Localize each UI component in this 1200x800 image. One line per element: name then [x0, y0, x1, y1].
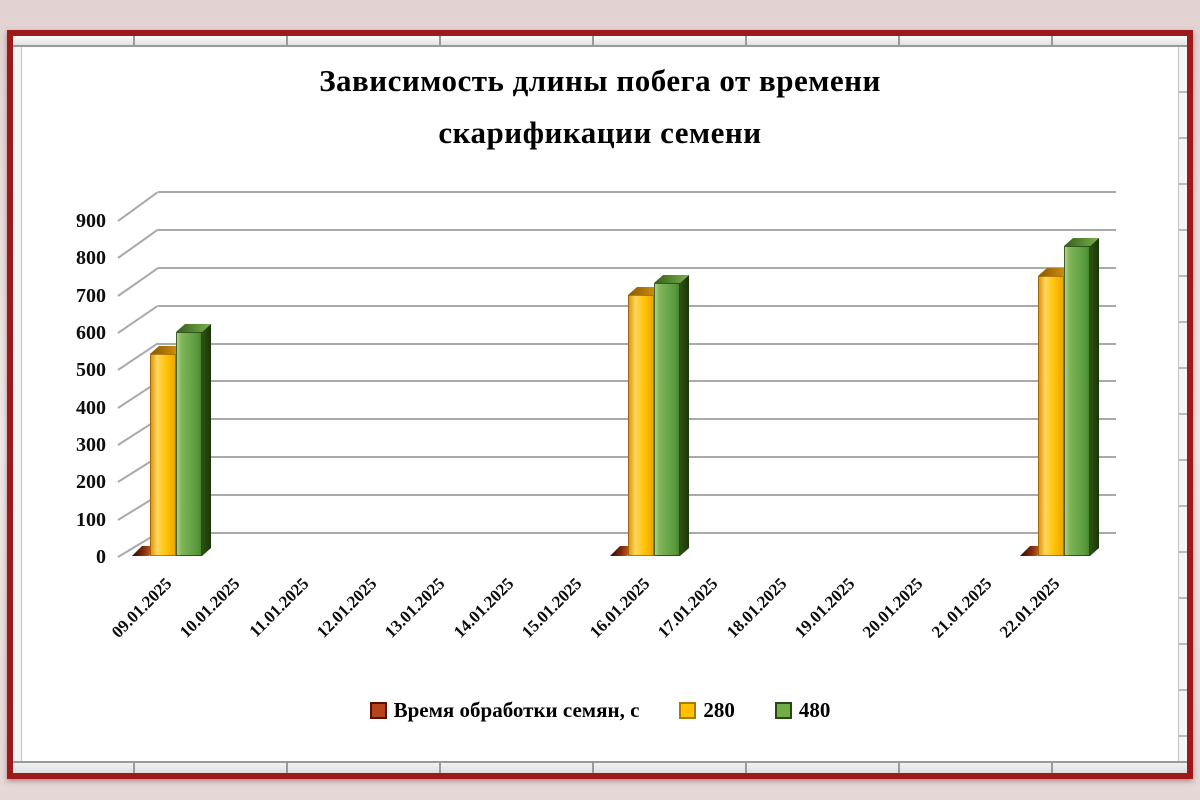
- chart-legend: Время обработки семян, с 280 480: [0, 698, 1200, 723]
- legend-label-series-480: 480: [798, 698, 831, 722]
- bar-column-series-2: [654, 275, 689, 556]
- bar-wedge-series-time: [132, 546, 159, 556]
- gridline-y-800: [158, 228, 1116, 231]
- chart-title-line-2: скарификации семени: [438, 115, 762, 150]
- bar-front-face: [654, 283, 680, 556]
- y-axis-label-700: 700: [76, 284, 106, 307]
- bar-top-face: [1064, 238, 1099, 246]
- legend-item-series-480: 480: [774, 698, 831, 723]
- chart-title: Зависимость длины побега от времени скар…: [0, 55, 1200, 159]
- y-axis-label-100: 100: [76, 508, 106, 531]
- bar-top-face: [150, 346, 185, 354]
- y-axis-label-0: 0: [96, 546, 106, 568]
- bar-side-face: [680, 275, 689, 556]
- y-axis-label-600: 600: [76, 322, 106, 345]
- y-axis-label-300: 300: [76, 434, 106, 456]
- legend-swatch-series-280: [679, 702, 697, 719]
- worksheet-cells-left-strip: [13, 47, 22, 761]
- y-axis-label-900: 900: [76, 210, 106, 233]
- worksheet-cells-right-strip: [1178, 47, 1187, 761]
- gridline-y-900: [158, 190, 1116, 193]
- legend-label-series-280: 280: [703, 698, 735, 722]
- y-axis-label-500: 500: [76, 359, 106, 382]
- legend-label-series-time: Время обработки семян, с: [393, 698, 640, 722]
- y-axis-label-200: 200: [76, 471, 106, 494]
- bar-top-face: [654, 275, 689, 283]
- legend-swatch-series-time: [369, 702, 387, 719]
- legend-item-series-time: Время обработки семян, с: [369, 698, 640, 723]
- bar-wedge-series-time: [1020, 546, 1047, 556]
- bar-front-face: [150, 354, 176, 556]
- bar-front-face: [176, 332, 202, 556]
- bar-front-face: [1064, 246, 1090, 556]
- worksheet-cells-bottom-strip: [13, 761, 1187, 773]
- bar-side-face: [1090, 238, 1099, 556]
- bar-top-face: [628, 287, 663, 295]
- bar-top-face: [1038, 268, 1073, 276]
- bar-column-series-2: [176, 324, 211, 556]
- chart-title-line-1: Зависимость длины побега от времени: [319, 63, 881, 98]
- legend-swatch-series-480: [774, 702, 792, 719]
- bar-front-face: [628, 295, 654, 556]
- y-axis-label-800: 800: [76, 247, 106, 270]
- y-axis-label-400: 400: [76, 396, 106, 419]
- legend-item-series-280: 280: [679, 698, 735, 723]
- chart-area: [22, 47, 1178, 761]
- bar-front-face: [1038, 276, 1064, 556]
- bar-top-face: [176, 324, 211, 332]
- gridline-y-700: [158, 266, 1116, 269]
- worksheet-cells-top-strip: [13, 36, 1187, 47]
- bar-side-face: [202, 324, 211, 556]
- bar-wedge-series-time: [610, 546, 637, 556]
- bar-column-series-2: [1064, 238, 1099, 556]
